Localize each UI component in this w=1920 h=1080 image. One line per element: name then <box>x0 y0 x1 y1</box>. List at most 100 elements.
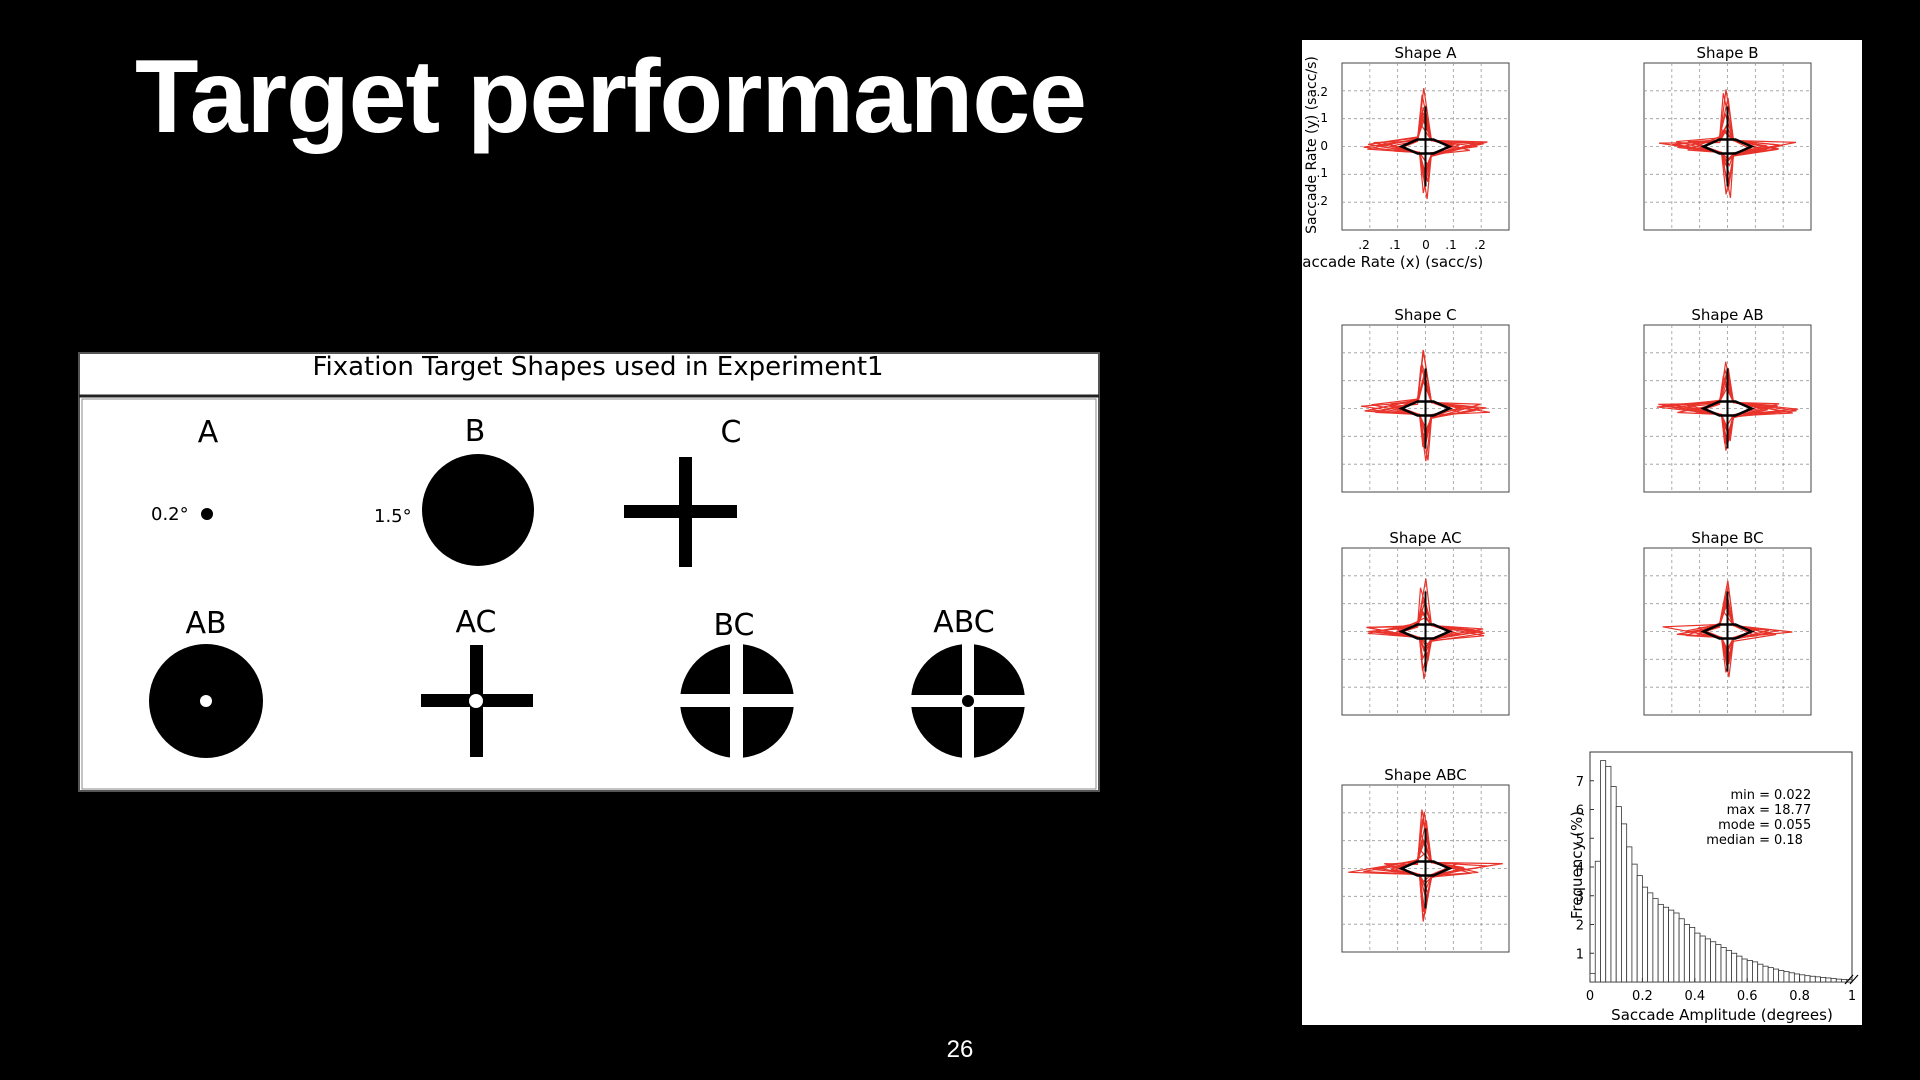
stat-min-label: min = <box>1730 788 1770 803</box>
mean-contour <box>1700 400 1755 417</box>
xtick-5: .2 <box>1474 238 1485 252</box>
saccade-trace <box>1363 839 1488 896</box>
subplot-title: Shape C <box>1394 306 1456 324</box>
histogram-ytick-label: 4 <box>1576 861 1584 876</box>
subplot-title: Shape ABC <box>1384 766 1467 784</box>
subplot-title: Shape AB <box>1691 306 1763 324</box>
histogram-xtick-label: 0 <box>1586 989 1594 1004</box>
subplot-traces <box>1366 578 1485 680</box>
saccade-trace <box>1390 364 1461 448</box>
histogram-bar <box>1814 976 1821 983</box>
subplot-shape-a: Shape A <box>1341 44 1510 231</box>
shape-label-a: A <box>198 415 219 450</box>
histogram-bar <box>1683 924 1690 983</box>
histogram-ylabel: Frequency (%) <box>1568 811 1586 919</box>
shape-label-bc: BC <box>713 608 754 643</box>
histogram-xtick-label: 0.2 <box>1632 989 1653 1004</box>
shapes-figure-header: Fixation Target Shapes used in Experimen… <box>312 352 883 382</box>
subplot-shape-abc: Shape ABC <box>1341 766 1510 953</box>
histogram-bar <box>1725 949 1732 983</box>
xtick-4: .1 <box>1445 238 1456 252</box>
histogram-bar <box>1778 970 1785 983</box>
histogram-bar <box>1621 823 1628 983</box>
ytick-2: .1 <box>1317 111 1328 125</box>
ytick-5: .2 <box>1317 194 1328 208</box>
saccade-xticks: .2 .1 0 .1 .2 <box>1358 238 1485 252</box>
histogram-bar <box>1647 892 1654 983</box>
histogram-bar <box>1835 978 1842 983</box>
histogram-bar <box>1767 967 1774 983</box>
saccade-trace <box>1368 587 1483 672</box>
stat-max-value: 18.77 <box>1774 803 1811 818</box>
subplot-shape-bc: Shape BC <box>1643 529 1812 716</box>
histogram-bar <box>1689 926 1696 983</box>
stat-median-value: 0.18 <box>1774 833 1803 848</box>
shape-abc-target <box>909 642 1027 760</box>
histogram-bar <box>1799 974 1806 983</box>
mean-contour <box>1700 138 1755 155</box>
subplot-traces <box>1363 88 1488 200</box>
histogram-bar <box>1594 860 1601 983</box>
histogram-bar <box>1668 909 1675 983</box>
histogram-bar <box>1605 765 1612 983</box>
histogram-stats: min = 0.022 max = 18.77 mode = 0.055 med… <box>1706 788 1811 848</box>
histogram-bar <box>1694 932 1701 983</box>
stat-mode-label: mode = <box>1718 818 1770 833</box>
saccade-trace <box>1671 130 1784 161</box>
histogram-bar <box>1710 941 1717 983</box>
page-number: 26 <box>946 1036 974 1063</box>
histogram-bar <box>1704 938 1711 983</box>
histogram-bar <box>1804 975 1811 983</box>
stat-mode-value: 0.055 <box>1774 818 1811 833</box>
shape-ac-target <box>421 645 533 757</box>
slide-title: Target performance <box>135 39 1087 155</box>
fixation-shapes-figure: Fixation Target Shapes used in Experimen… <box>78 352 1100 792</box>
histogram-bar <box>1673 912 1680 983</box>
histogram-bar <box>1720 947 1727 983</box>
subplot-traces <box>1348 809 1503 922</box>
shape-ab-target <box>149 644 263 758</box>
histogram-ytick-label: 1 <box>1576 947 1584 962</box>
ytick-3: 0 <box>1320 139 1328 153</box>
shape-label-ab: AB <box>185 606 226 641</box>
ytick-4: .1 <box>1317 166 1328 180</box>
shape-label-ac: AC <box>456 605 497 640</box>
shape-b-disc <box>422 454 534 566</box>
histogram-bar <box>1615 806 1622 983</box>
shape-c-cross <box>624 457 737 567</box>
subplot-title: Shape B <box>1696 44 1758 62</box>
saccade-yticks: .2 .1 0 .1 .2 <box>1317 85 1328 208</box>
subplot-title: Shape AC <box>1389 529 1461 547</box>
mean-contour <box>1700 623 1755 640</box>
subplot-shape-ab: Shape AB <box>1643 306 1812 493</box>
histogram-bar <box>1600 760 1607 983</box>
shape-label-b: B <box>465 414 486 449</box>
subplot-shape-b: Shape B <box>1643 44 1812 231</box>
subplot-traces <box>1662 580 1793 678</box>
subplot-shape-c: Shape C <box>1341 306 1510 493</box>
histogram-bar <box>1610 786 1617 983</box>
histogram-ytick-label: 7 <box>1576 775 1584 790</box>
saccade-xlabel: Saccade Rate (x) (sacc/s) <box>1302 253 1483 271</box>
histogram-ytick-label: 6 <box>1576 804 1584 819</box>
mean-contour <box>1398 860 1453 877</box>
saccade-trace <box>1685 597 1770 662</box>
histogram-bar <box>1589 972 1596 983</box>
histogram-yticks: 1 2 3 4 5 6 7 <box>1576 775 1594 962</box>
xtick-2: .1 <box>1389 238 1400 252</box>
shape-b-size-annotation: 1.5° <box>374 506 412 527</box>
saccade-trace <box>1376 94 1475 194</box>
histogram-xticks: 0 0.2 0.4 0.6 0.8 1 <box>1586 978 1856 1004</box>
shape-a-size-annotation: 0.2° <box>151 504 189 525</box>
histogram-bar <box>1631 863 1638 983</box>
saccade-subplots: Shape A Shape B Shape C Shape AB Shape AC Sha… <box>1341 44 1812 953</box>
histogram-bar <box>1641 886 1649 983</box>
saccade-trace <box>1367 609 1484 652</box>
histogram-bar <box>1731 952 1738 983</box>
histogram-bar <box>1772 968 1780 983</box>
histogram-chart: 1 2 3 4 5 6 7 0 0.2 0.4 0.6 0.8 1 Frequency (%) Sac… <box>1568 751 1859 1024</box>
histogram-bar <box>1699 935 1706 983</box>
saccade-figure: Shape A Shape B Shape C Shape AB Shape AC Sha… <box>1302 40 1862 1025</box>
shape-label-c: C <box>721 415 742 450</box>
histogram-xtick-label: 0.4 <box>1684 989 1705 1004</box>
